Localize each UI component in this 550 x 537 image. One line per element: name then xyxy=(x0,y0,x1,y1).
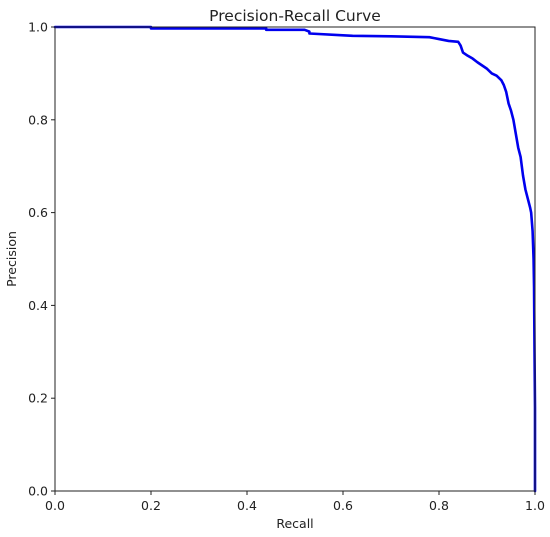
x-tick-label: 0.4 xyxy=(237,498,257,513)
y-tick-label: 0.0 xyxy=(28,484,48,499)
x-tick-label: 0.8 xyxy=(429,498,449,513)
plot-frame xyxy=(54,26,536,492)
pr-curve-line xyxy=(53,25,537,493)
chart-title: Precision-Recall Curve xyxy=(209,7,381,25)
y-tick-label: 0.6 xyxy=(28,205,48,220)
y-tick-label: 1.0 xyxy=(28,20,48,35)
y-axis: 0.0 0.2 0.4 0.6 0.8 1.0 xyxy=(28,20,55,499)
y-axis-label: Precision xyxy=(4,231,19,287)
y-tick-label: 0.8 xyxy=(28,112,48,127)
y-tick-label: 0.2 xyxy=(28,391,48,406)
y-tick-label: 0.4 xyxy=(28,298,48,313)
x-tick-label: 1.0 xyxy=(525,498,545,513)
x-tick-label: 0.0 xyxy=(45,498,65,513)
x-tick-label: 0.6 xyxy=(333,498,353,513)
plot-area xyxy=(53,25,537,493)
x-axis: 0.0 0.2 0.4 0.6 0.8 1.0 xyxy=(45,491,545,513)
x-axis-label: Recall xyxy=(276,516,313,531)
x-tick-label: 0.2 xyxy=(141,498,161,513)
